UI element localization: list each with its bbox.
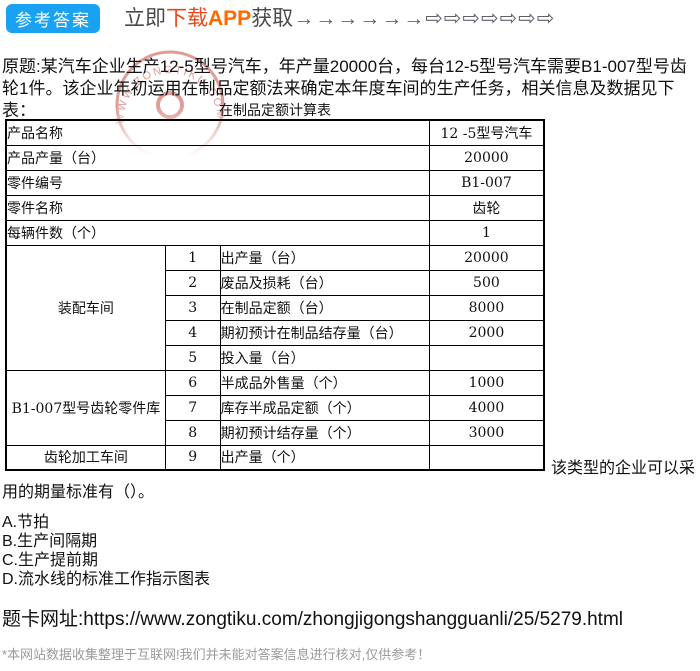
info-label-cell: 零件名称 [5,194,430,221]
info-value-cell: 12 -5型号汽车 [428,119,545,146]
table-row: 装配车间 1 出产量（台） 20000 [5,244,545,371]
info-label-cell: 零件编号 [5,169,430,196]
value-cell: 4000 [428,394,545,421]
item-cell: 半成品外售量（个） [219,369,430,396]
item-cell: 废品及损耗（台） [219,269,430,296]
option-b: B.生产间隔期 [2,533,98,550]
table-row: 5 投入量（台） [6,344,545,371]
row-number-cell: 2 [164,269,221,296]
option-c: C.生产提前期 [2,552,99,569]
value-cell: 8000 [428,294,545,321]
row-number-cell: 6 [164,369,221,396]
value-cell [428,444,545,471]
table-row: 8 期初预计结存量（个） 3000 [6,419,545,446]
item-cell: 在制品定额（台） [219,294,430,321]
value-cell: 20000 [428,244,545,271]
table-row: 2 废品及损耗（台） 500 [6,269,545,296]
disclaimer-text: *本网站数据收集整理于互联网!我们并未能对答案信息进行核对,仅供参考！ [2,647,431,662]
answer-options: A.节拍 B.生产间隔期 C.生产提前期 D.流水线的标准工作指示图表 [2,513,210,589]
row-number-cell: 8 [164,419,221,446]
option-d: D.流水线的标准工作指示图表 [2,571,211,588]
item-cell: 期初预计在制品结存量（台） [219,319,430,346]
item-cell: 库存半成品定额（个） [219,394,430,421]
table-row: 零件编号 B1-007 [5,169,545,196]
table-row: 产品产量（台） 20000 [5,144,545,171]
promo-download-word: 下载 [166,7,208,30]
info-label-cell: 产品产量（台） [5,144,430,171]
arrow-icons: →→→→→→⇨⇨⇨⇨⇨⇨⇨ [293,7,556,30]
question-continuation-right: 该类型的企业可以采 [551,460,696,477]
info-label-cell: 产品名称 [5,119,430,146]
info-value-cell: 20000 [428,144,545,171]
download-app-cta[interactable]: 立即下载APP获取→→→→→→⇨⇨⇨⇨⇨⇨⇨ [124,5,555,33]
problem-text: 原题:某汽车企业生产12-5型号汽车，年产量20000台，每台12-5型号汽车需… [2,57,687,120]
table-row: 7 库存半成品定额（个） 4000 [6,394,545,421]
table-row: B1-007型号齿轮零件库 6 半成品外售量（个） 1000 [5,369,545,446]
question-card-url: 题卡网址:https://www.zongtiku.com/zhongjigon… [2,609,624,630]
promo-app-word: APP [208,7,252,30]
row-number-cell: 9 [164,444,221,471]
group-cell-gear-parts-store: B1-007型号齿轮零件库 [5,369,166,446]
row-number-cell: 4 [164,319,221,346]
option-a: A.节拍 [2,514,50,531]
value-cell [428,344,545,371]
table-title: 在制品定额计算表 [219,102,331,118]
table-row: 产品名称 12 -5型号汽车 [5,119,545,146]
group-cell-assembly-shop: 装配车间 [5,244,166,371]
row-number-cell: 3 [164,294,221,321]
table-row: 零件名称 齿轮 [5,194,545,221]
promo-suffix: 获取 [251,7,294,30]
info-value-cell: 1 [428,219,545,246]
table-row: 齿轮加工车间 9 出产量（个） [5,444,545,471]
item-cell: 出产量（个） [219,444,430,471]
group-cell-gear-machining-shop: 齿轮加工车间 [5,444,166,471]
promo-prefix: 立即 [124,7,166,30]
row-number-cell: 1 [164,244,221,271]
wip-quota-table: 产品名称 12 -5型号汽车 产品产量（台） 20000 零件编号 B1-007… [5,119,545,471]
value-cell: 3000 [428,419,545,446]
info-value-cell: 齿轮 [428,194,545,221]
question-continuation-below: 用的期量标准有（）。 [2,484,155,501]
row-number-cell: 5 [164,344,221,371]
value-cell: 500 [428,269,545,296]
info-value-cell: B1-007 [428,169,545,196]
reference-answer-badge[interactable]: 参考答案 [6,4,100,33]
table-row: 每辆件数（个） 1 [5,219,545,246]
item-cell: 出产量（台） [219,244,430,271]
item-cell: 投入量（台） [219,344,430,371]
item-cell: 期初预计结存量（个） [219,419,430,446]
value-cell: 1000 [428,369,545,396]
info-label-cell: 每辆件数（个） [5,219,430,246]
row-number-cell: 7 [164,394,221,421]
value-cell: 2000 [428,319,545,346]
